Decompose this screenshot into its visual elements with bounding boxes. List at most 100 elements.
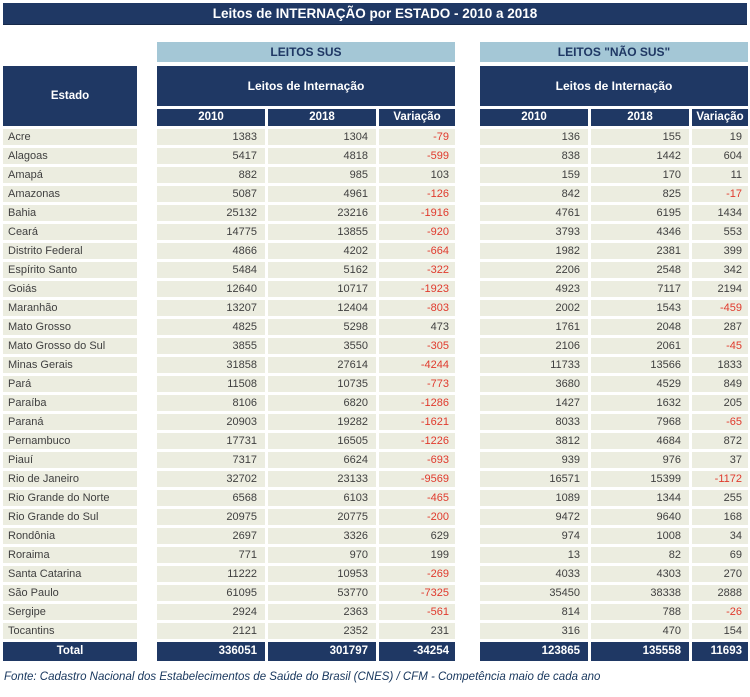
sus-2018-cell: 6103 [268,490,376,506]
nao-sus-col-2010: 2010 [480,109,588,126]
nao-sus-2018-cell: 4303 [591,566,689,582]
sus-2018-cell: 4961 [268,186,376,202]
group-header-sus: LEITOS SUS [157,42,455,62]
nao-sus-2018-cell: 1632 [591,395,689,411]
state-name-cell: Rio Grande do Sul [3,509,137,525]
sus-2010-cell: 6568 [157,490,265,506]
sus-variacao-cell: -561 [379,604,455,620]
nao-sus-2010-cell: 1089 [480,490,588,506]
nao-sus-col-2018: 2018 [591,109,689,126]
table-row: Goiás 12640 10717 -1923 4923 7117 2194 [3,281,748,297]
nao-sus-variacao-cell: -1172 [692,471,748,487]
sus-variacao-cell: 629 [379,528,455,544]
nao-sus-variacao-cell: -45 [692,338,748,354]
sus-col-variacao: Variação [379,109,455,126]
state-name-cell: Espírito Santo [3,262,137,278]
sus-2010-cell: 20975 [157,509,265,525]
state-name-cell: Ceará [3,224,137,240]
table-row: Mato Grosso do Sul 3855 3550 -305 2106 2… [3,338,748,354]
nao-sus-variacao-cell: 19 [692,129,748,145]
table-row: Paraíba 8106 6820 -1286 1427 1632 205 [3,395,748,411]
sus-2010-cell: 25132 [157,205,265,221]
group-header-nao-sus: LEITOS "NÃO SUS" [480,42,748,62]
nao-sus-variacao-cell: 11 [692,167,748,183]
sus-variacao-cell: -1923 [379,281,455,297]
nao-sus-2018-cell: 1008 [591,528,689,544]
sus-variacao-cell: -269 [379,566,455,582]
nao-sus-2010-cell: 4923 [480,281,588,297]
sus-variacao-cell: -920 [379,224,455,240]
total-sus-variacao: -34254 [379,642,455,661]
sus-2010-cell: 2697 [157,528,265,544]
nao-sus-2018-cell: 470 [591,623,689,639]
sus-2010-cell: 882 [157,167,265,183]
nao-sus-variacao-cell: 37 [692,452,748,468]
sus-2018-cell: 27614 [268,357,376,373]
sus-2010-cell: 11222 [157,566,265,582]
sus-2010-cell: 12640 [157,281,265,297]
nao-sus-2018-cell: 15399 [591,471,689,487]
sus-2018-cell: 16505 [268,433,376,449]
sus-variacao-cell: -79 [379,129,455,145]
nao-sus-2010-cell: 136 [480,129,588,145]
sus-2018-cell: 6624 [268,452,376,468]
nao-sus-2010-cell: 1982 [480,243,588,259]
state-name-cell: Distrito Federal [3,243,137,259]
nao-sus-variacao-cell: 399 [692,243,748,259]
state-name-cell: Paraná [3,414,137,430]
nao-sus-2018-cell: 82 [591,547,689,563]
nao-sus-variacao-cell: 2888 [692,585,748,601]
nao-sus-2018-cell: 2048 [591,319,689,335]
sus-2010-cell: 5484 [157,262,265,278]
nao-sus-2018-cell: 2061 [591,338,689,354]
nao-sus-variacao-cell: 553 [692,224,748,240]
nao-sus-2010-cell: 4761 [480,205,588,221]
nao-sus-2018-cell: 1344 [591,490,689,506]
nao-sus-variacao-cell: 604 [692,148,748,164]
nao-sus-variacao-cell: 1434 [692,205,748,221]
sus-2010-cell: 4866 [157,243,265,259]
sus-2010-cell: 2924 [157,604,265,620]
sus-col-2010: 2010 [157,109,265,126]
state-name-cell: Mato Grosso do Sul [3,338,137,354]
nao-sus-2010-cell: 939 [480,452,588,468]
nao-sus-subheader: Leitos de Internação [480,66,748,106]
sus-2018-cell: 20775 [268,509,376,525]
nao-sus-2010-cell: 9472 [480,509,588,525]
nao-sus-variacao-cell: 255 [692,490,748,506]
nao-sus-2018-cell: 2548 [591,262,689,278]
nao-sus-2010-cell: 13 [480,547,588,563]
nao-sus-2010-cell: 814 [480,604,588,620]
total-nao-sus-2010: 123865 [480,642,588,661]
total-sus-2018: 301797 [268,642,376,661]
sus-2010-cell: 17731 [157,433,265,449]
sus-variacao-cell: 103 [379,167,455,183]
sus-variacao-cell: -1286 [379,395,455,411]
state-name-cell: Sergipe [3,604,137,620]
sus-2018-cell: 2363 [268,604,376,620]
table-row: Mato Grosso 4825 5298 473 1761 2048 287 [3,319,748,335]
nao-sus-2018-cell: 6195 [591,205,689,221]
table-row: Ceará 14775 13855 -920 3793 4346 553 [3,224,748,240]
nao-sus-2010-cell: 2002 [480,300,588,316]
sus-2010-cell: 4825 [157,319,265,335]
sus-2010-cell: 1383 [157,129,265,145]
sus-variacao-cell: -773 [379,376,455,392]
nao-sus-2018-cell: 788 [591,604,689,620]
nao-sus-2010-cell: 316 [480,623,588,639]
nao-sus-2010-cell: 1427 [480,395,588,411]
nao-sus-variacao-cell: 154 [692,623,748,639]
sus-2018-cell: 23216 [268,205,376,221]
nao-sus-2018-cell: 170 [591,167,689,183]
sus-2018-cell: 6820 [268,395,376,411]
sus-2010-cell: 61095 [157,585,265,601]
sus-variacao-cell: -322 [379,262,455,278]
table-row: Amazonas 5087 4961 -126 842 825 -17 [3,186,748,202]
sus-subheader: Leitos de Internação [157,66,455,106]
sus-variacao-cell: -664 [379,243,455,259]
table-row: Tocantins 2121 2352 231 316 470 154 [3,623,748,639]
nao-sus-2010-cell: 159 [480,167,588,183]
nao-sus-2018-cell: 976 [591,452,689,468]
nao-sus-variacao-cell: -65 [692,414,748,430]
table-row: Piauí 7317 6624 -693 939 976 37 [3,452,748,468]
